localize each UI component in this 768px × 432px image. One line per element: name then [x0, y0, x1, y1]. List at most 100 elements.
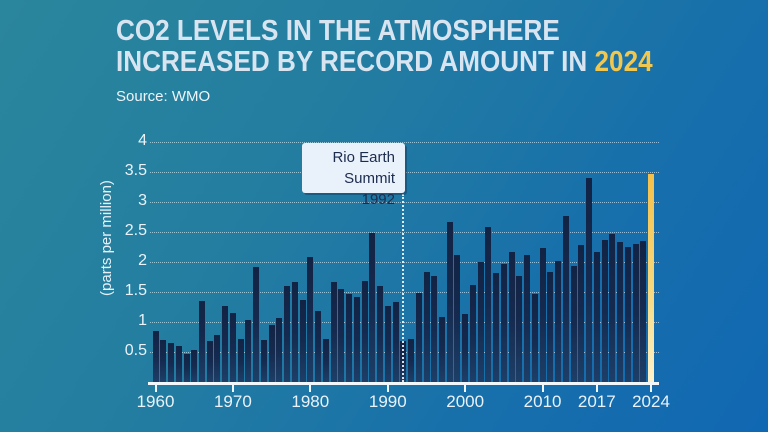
bar-1972	[245, 319, 252, 382]
x-axis-tick	[650, 384, 652, 392]
x-axis-tick	[386, 384, 389, 392]
x-axis-tick	[231, 384, 234, 392]
x-axis-tick	[464, 384, 467, 392]
bar-1979	[299, 299, 306, 382]
title-highlight-year: 2024	[594, 46, 653, 78]
x-axis-tick	[154, 384, 157, 392]
bar-1961	[160, 340, 167, 382]
bar-1997	[439, 317, 445, 382]
x-axis-line	[148, 382, 659, 385]
bar-2000	[462, 313, 469, 382]
bar-1976	[276, 317, 283, 382]
bar-1998	[446, 221, 453, 382]
bar-2002	[477, 262, 484, 382]
x-axis-tick-label: 1990	[368, 392, 407, 411]
bar-1991	[392, 301, 399, 382]
bar-1984	[338, 289, 345, 382]
bar-1964	[183, 354, 190, 382]
bar-1960	[152, 331, 159, 382]
bar-2010	[539, 247, 546, 382]
bar-2003	[485, 226, 492, 382]
x-axis-tick-label: 2010	[523, 392, 562, 411]
bar-2020	[617, 242, 623, 382]
bar-2006	[508, 251, 515, 382]
bar-1980	[307, 257, 314, 382]
bar-2007	[516, 276, 523, 382]
bar-1999	[454, 255, 461, 382]
bar-2021	[624, 247, 631, 382]
bar-2016	[586, 178, 593, 382]
bar-2005	[500, 264, 507, 382]
bar-1985	[346, 293, 353, 382]
bar-2008	[524, 254, 531, 382]
x-axis-tick	[309, 384, 312, 392]
bar-1962	[168, 343, 174, 382]
bar-2014	[570, 265, 577, 382]
bar-1970	[229, 313, 236, 382]
gridline-2	[150, 262, 659, 263]
bar-1982	[322, 338, 329, 382]
gridline-1.5	[150, 292, 659, 293]
y-axis-tick-label: 4	[138, 132, 147, 149]
x-axis-tick-label: 1960	[136, 392, 175, 411]
bar-1968	[214, 335, 221, 382]
bar-1975	[268, 325, 275, 382]
x-axis-tick	[541, 384, 544, 392]
annotation-dotted-line	[402, 194, 405, 382]
gridline-3	[150, 202, 659, 203]
y-axis-tick-label: 0.5	[124, 342, 147, 359]
bar-1986	[353, 297, 360, 382]
bar-1969	[222, 305, 229, 382]
bar-1994	[415, 293, 422, 382]
bar-1967	[206, 340, 213, 382]
y-axis-tick-label: 1	[138, 312, 147, 329]
bar-2022	[632, 244, 639, 382]
bar-2024-highlight	[648, 174, 654, 382]
bar-1988	[369, 233, 376, 382]
title-line-1: CO2 LEVELS IN THE ATMOSPHERE	[116, 15, 560, 47]
page-title: CO2 LEVELS IN THE ATMOSPHERE INCREASED B…	[116, 16, 653, 78]
title-line-2: INCREASED BY RECORD AMOUNT IN 2024	[116, 47, 653, 78]
x-axis-tick-label: 2000	[446, 392, 485, 411]
bar-2011	[547, 271, 554, 382]
gridline-2.5	[150, 232, 659, 233]
bar-1983	[330, 282, 337, 382]
bar-1965	[191, 349, 198, 382]
gridline-1	[150, 322, 659, 323]
gridline-4	[150, 142, 659, 143]
bar-1989	[377, 286, 383, 382]
bar-2018	[601, 240, 608, 382]
annotation-line-1: Rio Earth	[332, 149, 395, 166]
bar-1978	[291, 281, 298, 382]
bar-1977	[284, 286, 291, 382]
bar-1963	[175, 346, 182, 382]
x-axis-tick-label: 2017	[577, 392, 616, 411]
annotation-line-2: Summit 1992	[344, 170, 395, 208]
bar-2023	[640, 241, 647, 382]
bar-1990	[384, 305, 391, 382]
bar-2013	[562, 216, 569, 382]
y-axis-tick-label: 1.5	[124, 282, 147, 299]
y-axis-tick-label: 2.5	[124, 222, 147, 239]
y-axis-tick-label: 3	[138, 192, 147, 209]
bar-1966	[199, 301, 205, 382]
bar-2017	[593, 251, 600, 382]
source-label: Source: WMO	[116, 88, 211, 105]
bar-2019	[609, 234, 616, 382]
bar-1971	[237, 338, 244, 382]
y-axis-tick-label: 3.5	[124, 162, 147, 179]
x-axis-tick-label: 2024	[632, 392, 670, 411]
x-axis-tick-label: 1970	[213, 392, 252, 411]
bar-2004	[493, 273, 500, 382]
bar-1981	[315, 310, 322, 382]
bar-1995	[423, 272, 430, 382]
x-axis-tick	[595, 384, 598, 392]
x-axis-tick-label: 1980	[291, 392, 330, 411]
bar-1987	[361, 280, 368, 382]
bar-1974	[260, 340, 267, 382]
bar-2012	[555, 260, 562, 382]
title-line-2-text: INCREASED BY RECORD AMOUNT IN	[116, 46, 595, 78]
bar-1996	[431, 275, 438, 382]
bar-2001	[469, 285, 476, 382]
